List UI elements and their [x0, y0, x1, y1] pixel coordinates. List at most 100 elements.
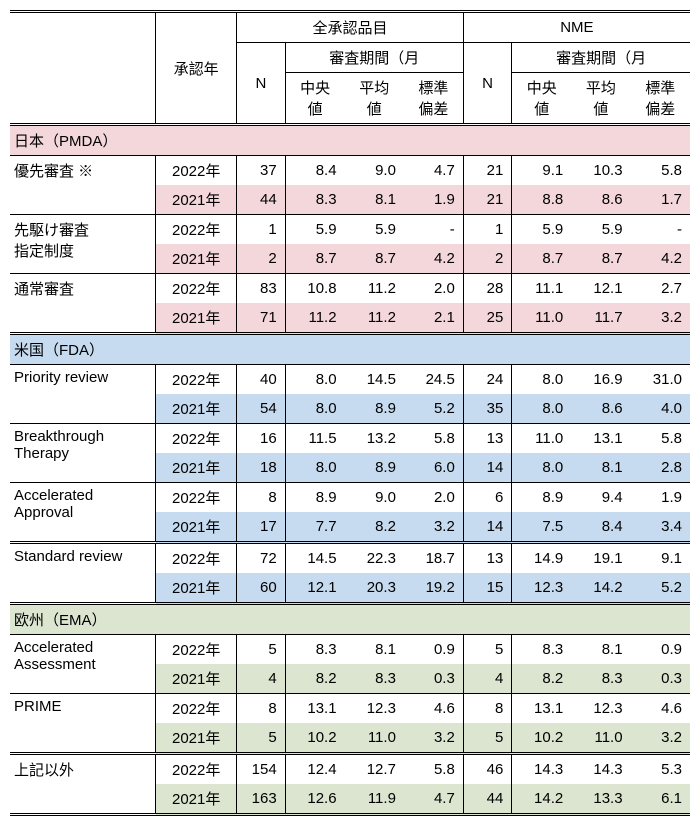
cell: 14.5 [345, 365, 404, 395]
cell: 10.8 [285, 274, 344, 304]
cell: 9.4 [571, 483, 630, 513]
year-cell: 2021年 [156, 723, 237, 754]
row-eu-prime: PRIME [10, 694, 156, 754]
cell: 8 [463, 694, 512, 724]
cell: 19.1 [571, 543, 630, 574]
cell: 6.1 [631, 784, 690, 815]
cell: 20.3 [345, 573, 404, 604]
cell: 154 [237, 754, 286, 785]
cell: 11.2 [345, 303, 404, 334]
row-jp-standard: 通常審査 [10, 274, 156, 334]
cell: 8.0 [512, 394, 571, 424]
cell: 21 [463, 156, 512, 186]
cell: 13 [463, 543, 512, 574]
cell: 4 [237, 664, 286, 694]
cell: 11.5 [285, 424, 344, 454]
cell: 60 [237, 573, 286, 604]
cell: 8.9 [512, 483, 571, 513]
col-sd-all: 標準偏差 [404, 73, 463, 125]
year-cell: 2021年 [156, 303, 237, 334]
cell: 3.2 [631, 723, 690, 754]
cell: 3.2 [404, 723, 463, 754]
cell: 10.3 [571, 156, 630, 186]
col-review-period-nme: 審査期間（月 [512, 43, 690, 73]
cell: 18 [237, 453, 286, 483]
cell: 25 [463, 303, 512, 334]
cell: 14.2 [512, 784, 571, 815]
cell: 8.9 [345, 394, 404, 424]
cell: 13.2 [345, 424, 404, 454]
cell: 71 [237, 303, 286, 334]
cell: 8.0 [285, 394, 344, 424]
cell: 8.9 [285, 483, 344, 513]
cell: 11.0 [571, 723, 630, 754]
year-cell: 2021年 [156, 453, 237, 483]
cell: 6 [463, 483, 512, 513]
cell: 11.1 [512, 274, 571, 304]
row-eu-other: 上記以外 [10, 754, 156, 815]
cell: 9.1 [512, 156, 571, 186]
cell: 13 [463, 424, 512, 454]
cell: 5.8 [631, 424, 690, 454]
section-eu: 欧州（EMA） [10, 604, 690, 635]
year-cell: 2022年 [156, 483, 237, 513]
cell: 0.9 [404, 635, 463, 665]
cell: 7.7 [285, 512, 344, 543]
group-all: 全承認品目 [237, 12, 464, 43]
year-cell: 2021年 [156, 394, 237, 424]
cell: 18.7 [404, 543, 463, 574]
year-cell: 2022年 [156, 635, 237, 665]
cell: 4.2 [404, 244, 463, 274]
year-cell: 2021年 [156, 573, 237, 604]
cell: 8.1 [571, 635, 630, 665]
cell: 19.2 [404, 573, 463, 604]
cell: 21 [463, 185, 512, 215]
cell: 8.2 [512, 664, 571, 694]
cell: 8.2 [345, 512, 404, 543]
cell: 8.0 [285, 365, 344, 395]
row-us-standard: Standard review [10, 543, 156, 604]
cell: 1.9 [631, 483, 690, 513]
row-jp-priority: 優先審査 ※ [10, 156, 156, 215]
cell: 8.6 [571, 185, 630, 215]
cell: 8.0 [285, 453, 344, 483]
cell: 8.3 [285, 635, 344, 665]
year-cell: 2022年 [156, 365, 237, 395]
cell: 16.9 [571, 365, 630, 395]
cell: 7.5 [512, 512, 571, 543]
cell: 3.2 [631, 303, 690, 334]
cell: 14.3 [512, 754, 571, 785]
cell: 17 [237, 512, 286, 543]
year-cell: 2022年 [156, 754, 237, 785]
cell: 11.0 [512, 424, 571, 454]
cell: 5.8 [404, 424, 463, 454]
row-us-breakthrough: BreakthroughTherapy [10, 424, 156, 483]
cell: 12.3 [345, 694, 404, 724]
cell: 8.7 [571, 244, 630, 274]
year-cell: 2022年 [156, 424, 237, 454]
cell: 14.3 [571, 754, 630, 785]
cell: 15 [463, 573, 512, 604]
cell: 11.2 [345, 274, 404, 304]
cell: 5.9 [285, 215, 344, 245]
cell: 5.8 [631, 156, 690, 186]
cell: 11.7 [571, 303, 630, 334]
cell: 8.7 [285, 244, 344, 274]
cell: 22.3 [345, 543, 404, 574]
cell: 13.1 [512, 694, 571, 724]
cell: 8.3 [571, 664, 630, 694]
year-cell: 2021年 [156, 512, 237, 543]
cell: 5.9 [571, 215, 630, 245]
cell: 11.0 [345, 723, 404, 754]
cell: 8.8 [512, 185, 571, 215]
cell: 0.9 [631, 635, 690, 665]
cell: 4.7 [404, 156, 463, 186]
cell: 2.0 [404, 274, 463, 304]
cell: 12.3 [512, 573, 571, 604]
cell: 8.4 [285, 156, 344, 186]
cell: 1.7 [631, 185, 690, 215]
col-mean-nme: 平均値 [571, 73, 630, 125]
cell: 8.0 [512, 453, 571, 483]
cell: 44 [237, 185, 286, 215]
year-cell: 2021年 [156, 244, 237, 274]
